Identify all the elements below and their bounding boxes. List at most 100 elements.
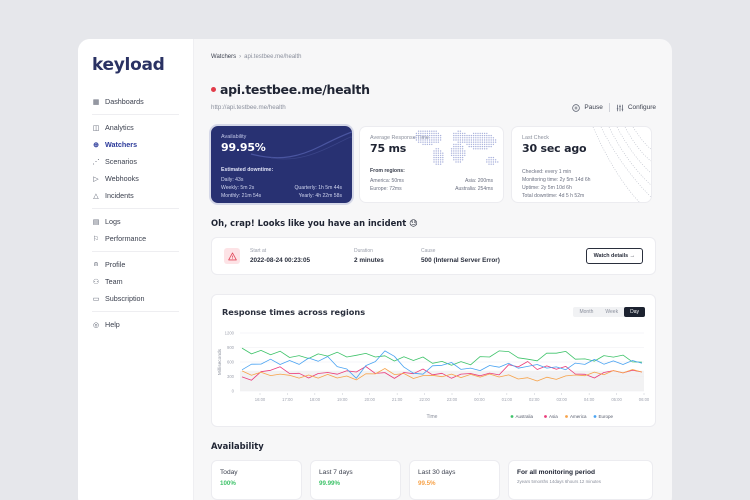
svg-text:05:00: 05:00	[611, 397, 622, 402]
downtime-quarterly: Quarterly: 1h 5m 44s	[294, 185, 342, 191]
availability-heading: Availability	[211, 441, 264, 451]
sidebar-item-subscription[interactable]: ▭ Subscription	[92, 290, 179, 307]
sidebar-group: ◎ Help	[92, 312, 179, 337]
svg-text:00:00: 00:00	[474, 397, 485, 402]
svg-text:Asia: Asia	[549, 414, 558, 419]
regions-title: From regions:	[370, 168, 405, 174]
pause-icon	[572, 103, 581, 112]
pause-button[interactable]: Pause	[572, 103, 603, 112]
svg-text:02:00: 02:00	[529, 397, 540, 402]
configure-button[interactable]: Configure	[616, 104, 656, 112]
svg-text:23:00: 23:00	[447, 397, 458, 402]
watcher-url[interactable]: http://api.testbee.me/health	[211, 104, 286, 111]
last-check-label: Last Check	[522, 135, 549, 141]
page-title: api.testbee.me/health	[220, 82, 370, 97]
sidebar-item-profile[interactable]: ⍝ Profile	[92, 256, 179, 273]
sidebar-item-label: Scenarios	[105, 157, 137, 166]
response-times-chart-card: Response times across regions Month Week…	[211, 294, 656, 427]
downtime-yearly: Yearly: 4h 22m 58s	[298, 193, 342, 199]
last-7-days-label: Last 7 days	[319, 469, 353, 476]
duration-value: 2 minutes	[354, 257, 384, 264]
duration-label: Duration	[354, 248, 373, 254]
stats-row: Availability 99.95% Estimated downtime: …	[211, 126, 656, 203]
sidebar-item-webhooks[interactable]: ▷ Webhooks	[92, 170, 179, 187]
sidebar-item-label: Watchers	[105, 140, 138, 149]
sidebar-item-incidents[interactable]: △ Incidents	[92, 187, 179, 204]
svg-text:01:00: 01:00	[502, 397, 513, 402]
last-30-days-value: 99.5%	[418, 480, 436, 487]
last-check-card: Last Check 30 sec ago Checked: every 1 m…	[511, 126, 652, 203]
divider	[608, 103, 610, 112]
sidebar-item-label: Team	[105, 277, 123, 286]
sidebar-item-label: Analytics	[105, 123, 134, 132]
downtime-grid: Daily: 43s Weekly: 5m 2s Quarterly: 1h 5…	[221, 177, 342, 199]
svg-text:Europe: Europe	[599, 414, 614, 419]
breadcrumb: Watchers › api.testbee.me/health	[211, 54, 656, 60]
user-icon: ⍝	[93, 260, 99, 268]
svg-text:20:00: 20:00	[364, 397, 375, 402]
chart-header: Response times across regions Month Week…	[222, 307, 645, 317]
range-month-button[interactable]: Month	[579, 309, 594, 315]
availability-label: Availability	[221, 134, 247, 140]
last-30-days-label: Last 30 days	[418, 469, 456, 476]
range-selector: Month Week Day	[573, 307, 645, 317]
breadcrumb-separator: ›	[239, 54, 242, 60]
cause-label: Cause	[421, 248, 436, 254]
check-details: Checked: every 1 min Monitoring time: 2y…	[522, 169, 641, 199]
card-icon: ▭	[92, 295, 100, 303]
breadcrumb-watchers-link[interactable]: Watchers	[211, 54, 237, 60]
chart-title: Response times across regions	[222, 307, 366, 317]
incident-duration: Duration 2 minutes	[354, 248, 421, 264]
incident-cause: Cause 500 (Internal Server Error)	[421, 248, 500, 264]
incident-start: Start at 2022-08-24 00:23:05	[250, 248, 354, 264]
sidebar-item-help[interactable]: ◎ Help	[92, 316, 179, 333]
sidebar-item-label: Subscription	[105, 294, 145, 303]
pause-label: Pause	[584, 104, 603, 111]
svg-text:18:00: 18:00	[310, 397, 321, 402]
overall-title: For all monitoring period	[517, 469, 596, 476]
svg-text:19:00: 19:00	[337, 397, 348, 402]
range-day-button[interactable]: Day	[624, 307, 645, 317]
downtime-weekly: Weekly: 5m 2s	[221, 185, 255, 191]
warning-icon: △	[93, 192, 99, 200]
sidebar-item-dashboards[interactable]: ▦ Dashboards	[92, 93, 179, 110]
availability-row: Today 100% Last 7 days 99.99% Last 30 da…	[211, 460, 656, 500]
svg-text:600: 600	[227, 360, 235, 365]
logo: keyload	[92, 55, 165, 75]
sidebar-item-team[interactable]: ⚇ Team	[92, 273, 179, 290]
range-week-button[interactable]: Week	[605, 309, 619, 315]
availability-7d-card: Last 7 days 99.99%	[310, 460, 401, 500]
cause-value: 500 (Internal Server Error)	[421, 257, 500, 264]
response-time-card: Average Response Time 75 ms From regions…	[359, 126, 504, 203]
globe-icon: ⊕	[93, 141, 99, 149]
sidebar-item-analytics[interactable]: ◫ Analytics	[92, 119, 179, 136]
sidebar-item-watchers[interactable]: ⊕ Watchers	[92, 136, 179, 153]
main-content: Watchers › api.testbee.me/health api.tes…	[194, 39, 672, 500]
availability-30d-card: Last 30 days 99.5%	[409, 460, 500, 500]
watch-details-button[interactable]: Watch details →	[585, 248, 643, 264]
today-value: 100%	[220, 480, 236, 487]
response-times-line-chart: 0 300 600 900 1200 Milliseconds 16:00 17:00 18:0…	[217, 331, 650, 421]
availability-card: Availability 99.95% Estimated downtime: …	[211, 126, 352, 203]
last-check-value: 30 sec ago	[522, 142, 587, 155]
sidebar-item-logs[interactable]: ▤ Logs	[92, 213, 179, 230]
sidebar-item-label: Profile	[105, 260, 126, 269]
sidebar-group: ⍝ Profile ⚇ Team ▭ Subscription	[92, 252, 179, 312]
sidebar-item-label: Incidents	[105, 191, 134, 200]
regions-grid: America: 50ms Asia: 200ms Europe: 72ms A…	[370, 178, 493, 192]
start-value: 2022-08-24 00:23:05	[250, 257, 311, 264]
svg-text:16:00: 16:00	[255, 397, 266, 402]
sidebar-item-label: Help	[105, 320, 120, 329]
svg-text:300: 300	[227, 374, 235, 379]
region-america: America: 50ms	[370, 178, 404, 184]
svg-text:1200: 1200	[225, 331, 235, 336]
region-asia: Asia: 200ms	[464, 178, 493, 184]
svg-text:22:00: 22:00	[419, 397, 430, 402]
sidebar-item-scenarios[interactable]: ⋰ Scenarios	[92, 153, 179, 170]
svg-text:900: 900	[227, 345, 235, 350]
sidebar-item-performance[interactable]: ⚐ Performance	[92, 230, 179, 247]
svg-text:03:00: 03:00	[556, 397, 567, 402]
last-7-days-value: 99.99%	[319, 480, 340, 487]
availability-overall-card: For all monitoring period 2years 5months…	[508, 460, 653, 500]
sidebar-item-label: Logs	[105, 217, 121, 226]
